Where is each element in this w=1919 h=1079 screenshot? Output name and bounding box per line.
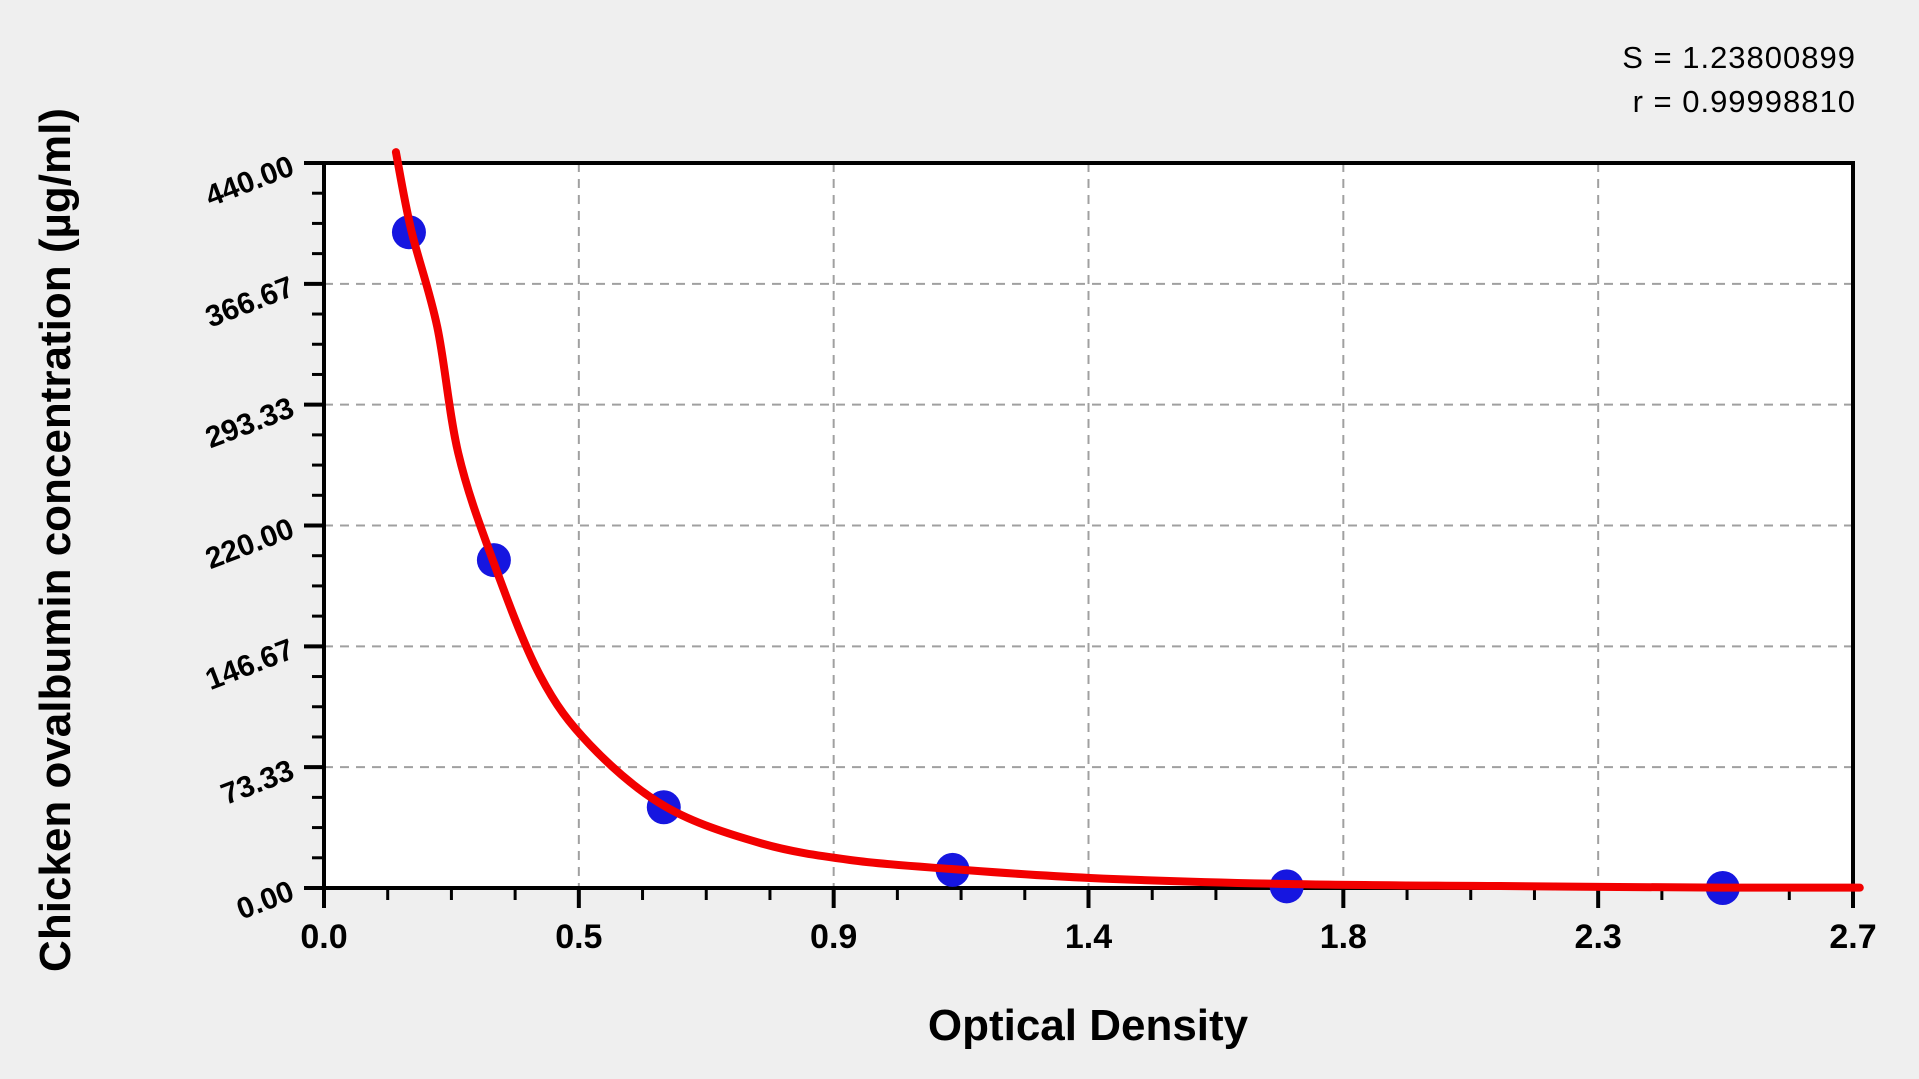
gridlines	[324, 163, 1853, 888]
y-tick-label: 366.67	[201, 271, 298, 335]
x-tick-label: 1.8	[1320, 918, 1367, 956]
x-axis-title: Optical Density	[928, 1001, 1249, 1050]
x-tick-label: 0.9	[810, 918, 857, 956]
x-tick-label: 2.3	[1575, 918, 1622, 956]
y-tick-label: 293.33	[201, 391, 298, 455]
y-tick-label: 146.67	[201, 633, 298, 697]
y-tick-label: 220.00	[201, 512, 298, 576]
y-tick-label: 0.00	[232, 875, 298, 927]
y-tick-label: 73.33	[217, 754, 299, 812]
y-tick-label: 440.00	[201, 150, 298, 214]
stat-s-value: S = 1.23800899	[1622, 40, 1856, 75]
x-tick-label: 0.0	[300, 918, 347, 956]
stat-r-value: r = 0.99998810	[1633, 84, 1856, 119]
x-tick-label: 1.4	[1065, 918, 1112, 956]
x-tick-label: 0.5	[555, 918, 602, 956]
y-axis-title: Chicken ovalbumin concentration (µg/ml)	[31, 108, 80, 972]
regression-curve	[391, 148, 1864, 892]
x-tick-label: 2.7	[1829, 918, 1876, 956]
axis-ticks	[304, 161, 1855, 908]
fitted-curve	[391, 148, 1864, 892]
